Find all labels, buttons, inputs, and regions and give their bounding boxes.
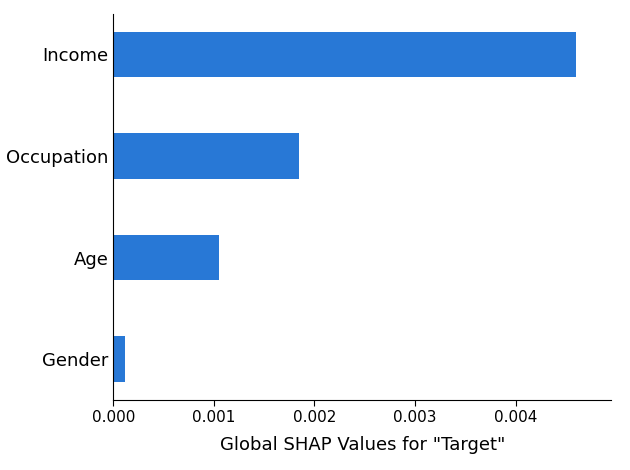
Bar — [113, 235, 219, 281]
X-axis label: Global SHAP Values for "Target": Global SHAP Values for "Target" — [220, 436, 505, 454]
Bar — [113, 133, 299, 179]
Bar — [113, 336, 125, 382]
Bar — [113, 31, 576, 78]
